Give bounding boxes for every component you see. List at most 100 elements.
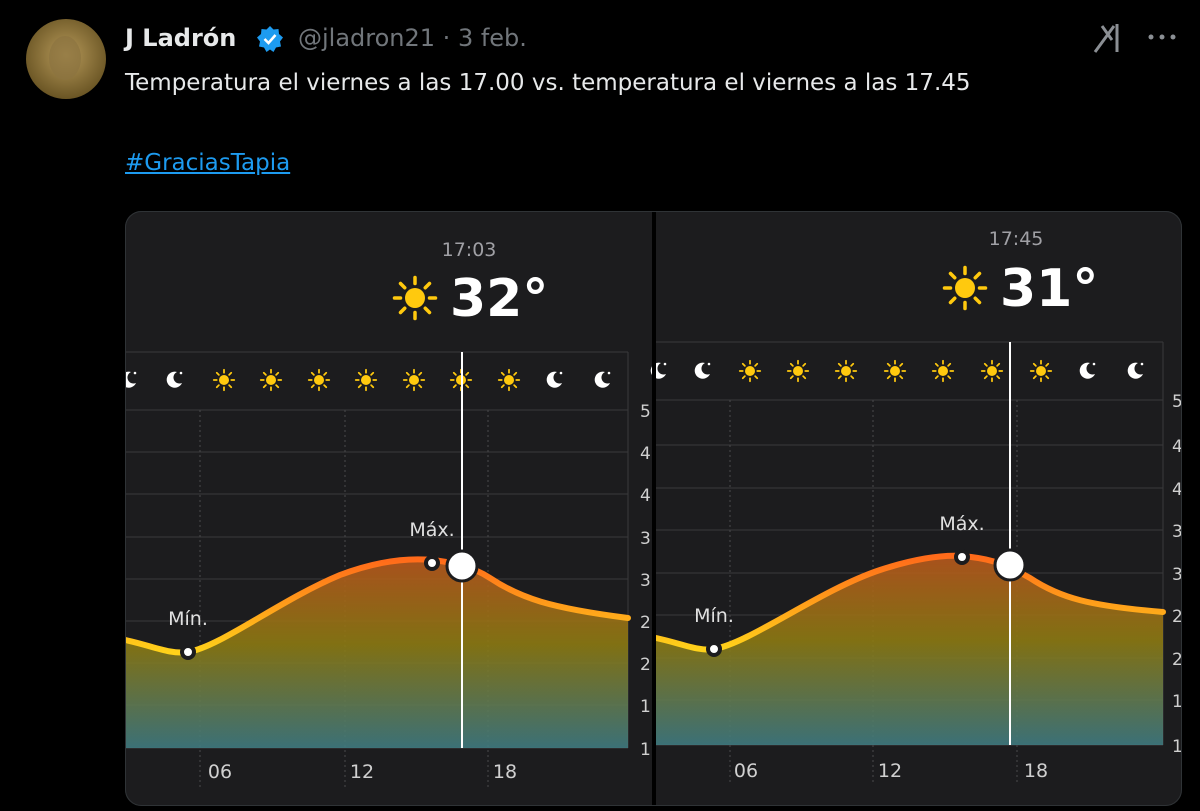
sun-icon — [738, 359, 762, 383]
sun-ray — [398, 281, 407, 290]
moon-icon — [694, 362, 710, 379]
sun-ray — [899, 362, 904, 367]
sun-icon — [212, 368, 236, 392]
y-label: 2 — [1172, 607, 1183, 627]
star — [559, 371, 563, 375]
sun-icon — [392, 275, 438, 321]
star — [607, 371, 611, 375]
y-label: 3 — [640, 571, 651, 591]
moon-icon — [1079, 362, 1095, 379]
time: 17:03 — [442, 239, 497, 261]
sun-ray — [947, 362, 952, 367]
sun-ray — [215, 371, 220, 376]
sun-core — [504, 375, 514, 385]
sun-ray — [973, 271, 982, 280]
hashtag[interactable]: #GraciasTapia — [125, 150, 291, 176]
sun-core — [793, 366, 803, 376]
weather-panel: 17:03 32° Mín. Máx. 06 12 18 5 4 4 3 3 2 2 1 1 — [125, 211, 652, 806]
sun-ray — [983, 375, 988, 380]
sun-ray — [423, 306, 432, 315]
sun-core — [314, 375, 324, 385]
sun-icon — [259, 368, 283, 392]
sun-ray — [418, 384, 423, 389]
handle-date[interactable]: @jladron21 · 3 feb. — [298, 24, 527, 52]
y-label: 4 — [640, 444, 651, 464]
max-marker — [954, 549, 970, 565]
moon-icon — [546, 371, 562, 388]
sun-ray — [754, 362, 759, 367]
temperature: 32° — [450, 269, 548, 329]
grok-icon[interactable] — [1092, 20, 1126, 56]
sun-core — [841, 366, 851, 376]
min-label: Mín. — [694, 605, 734, 627]
sun-ray — [262, 384, 267, 389]
now-marker — [445, 549, 479, 583]
star — [133, 371, 137, 375]
star — [1140, 362, 1144, 366]
sun-ray — [228, 384, 233, 389]
sun-icon — [931, 359, 955, 383]
sun-core — [1036, 366, 1046, 376]
y-label: 3 — [1172, 565, 1183, 585]
sun-ray — [947, 375, 952, 380]
sun-ray — [741, 375, 746, 380]
min-label: Mín. — [168, 608, 208, 630]
sun-core — [987, 366, 997, 376]
sun-ray — [837, 375, 842, 380]
sun-icon — [354, 368, 378, 392]
sun-ray — [789, 375, 794, 380]
sun-ray — [802, 375, 807, 380]
star — [1092, 362, 1096, 366]
sun-ray — [398, 306, 407, 315]
y-label: 1 — [1172, 692, 1183, 712]
sun-core — [266, 375, 276, 385]
x-label: 18 — [1024, 760, 1048, 782]
sun-ray — [996, 362, 1001, 367]
avatar[interactable] — [25, 18, 107, 100]
sun-core — [405, 288, 425, 308]
y-label: 3 — [640, 529, 651, 549]
max-label: Máx. — [939, 513, 984, 535]
author-name[interactable]: J Ladrón — [125, 24, 237, 52]
sun-icon — [883, 359, 907, 383]
sun-core — [938, 366, 948, 376]
sun-icon — [942, 265, 988, 311]
sun-ray — [423, 281, 432, 290]
sun-ray — [465, 384, 470, 389]
star — [179, 371, 183, 375]
x-label: 18 — [493, 761, 517, 783]
sun-ray — [465, 371, 470, 376]
sun-icon — [980, 359, 1004, 383]
sun-icon — [402, 368, 426, 392]
weather-panel: 17:45 31° Mín. Máx. 06 12 18 5 4 4 3 3 2 2 1 1 — [650, 211, 1183, 806]
moon-icon — [125, 371, 136, 388]
sun-ray — [513, 371, 518, 376]
min-marker — [180, 644, 196, 660]
moon-icon — [166, 371, 182, 388]
sun-ray — [934, 375, 939, 380]
sun-ray — [983, 362, 988, 367]
more-button[interactable] — [1146, 30, 1178, 44]
time: 17:45 — [989, 228, 1044, 250]
sun-icon — [834, 359, 858, 383]
sun-ray — [357, 371, 362, 376]
sun-ray — [228, 371, 233, 376]
x-label: 06 — [734, 760, 758, 782]
sun-core — [955, 278, 975, 298]
x-label: 06 — [208, 761, 232, 783]
sun-ray — [837, 362, 842, 367]
now-marker — [993, 548, 1027, 582]
sun-ray — [513, 384, 518, 389]
y-label: 1 — [640, 697, 651, 717]
sun-ray — [1045, 362, 1050, 367]
sun-ray — [899, 375, 904, 380]
sun-ray — [310, 371, 315, 376]
tweet-text: Temperatura el viernes a las 17.00 vs. t… — [125, 70, 971, 96]
y-label: 2 — [1172, 650, 1183, 670]
sun-icon — [786, 359, 810, 383]
sun-ray — [850, 362, 855, 367]
sun-ray — [500, 371, 505, 376]
y-label: 2 — [640, 655, 651, 675]
moon-icon — [594, 371, 610, 388]
